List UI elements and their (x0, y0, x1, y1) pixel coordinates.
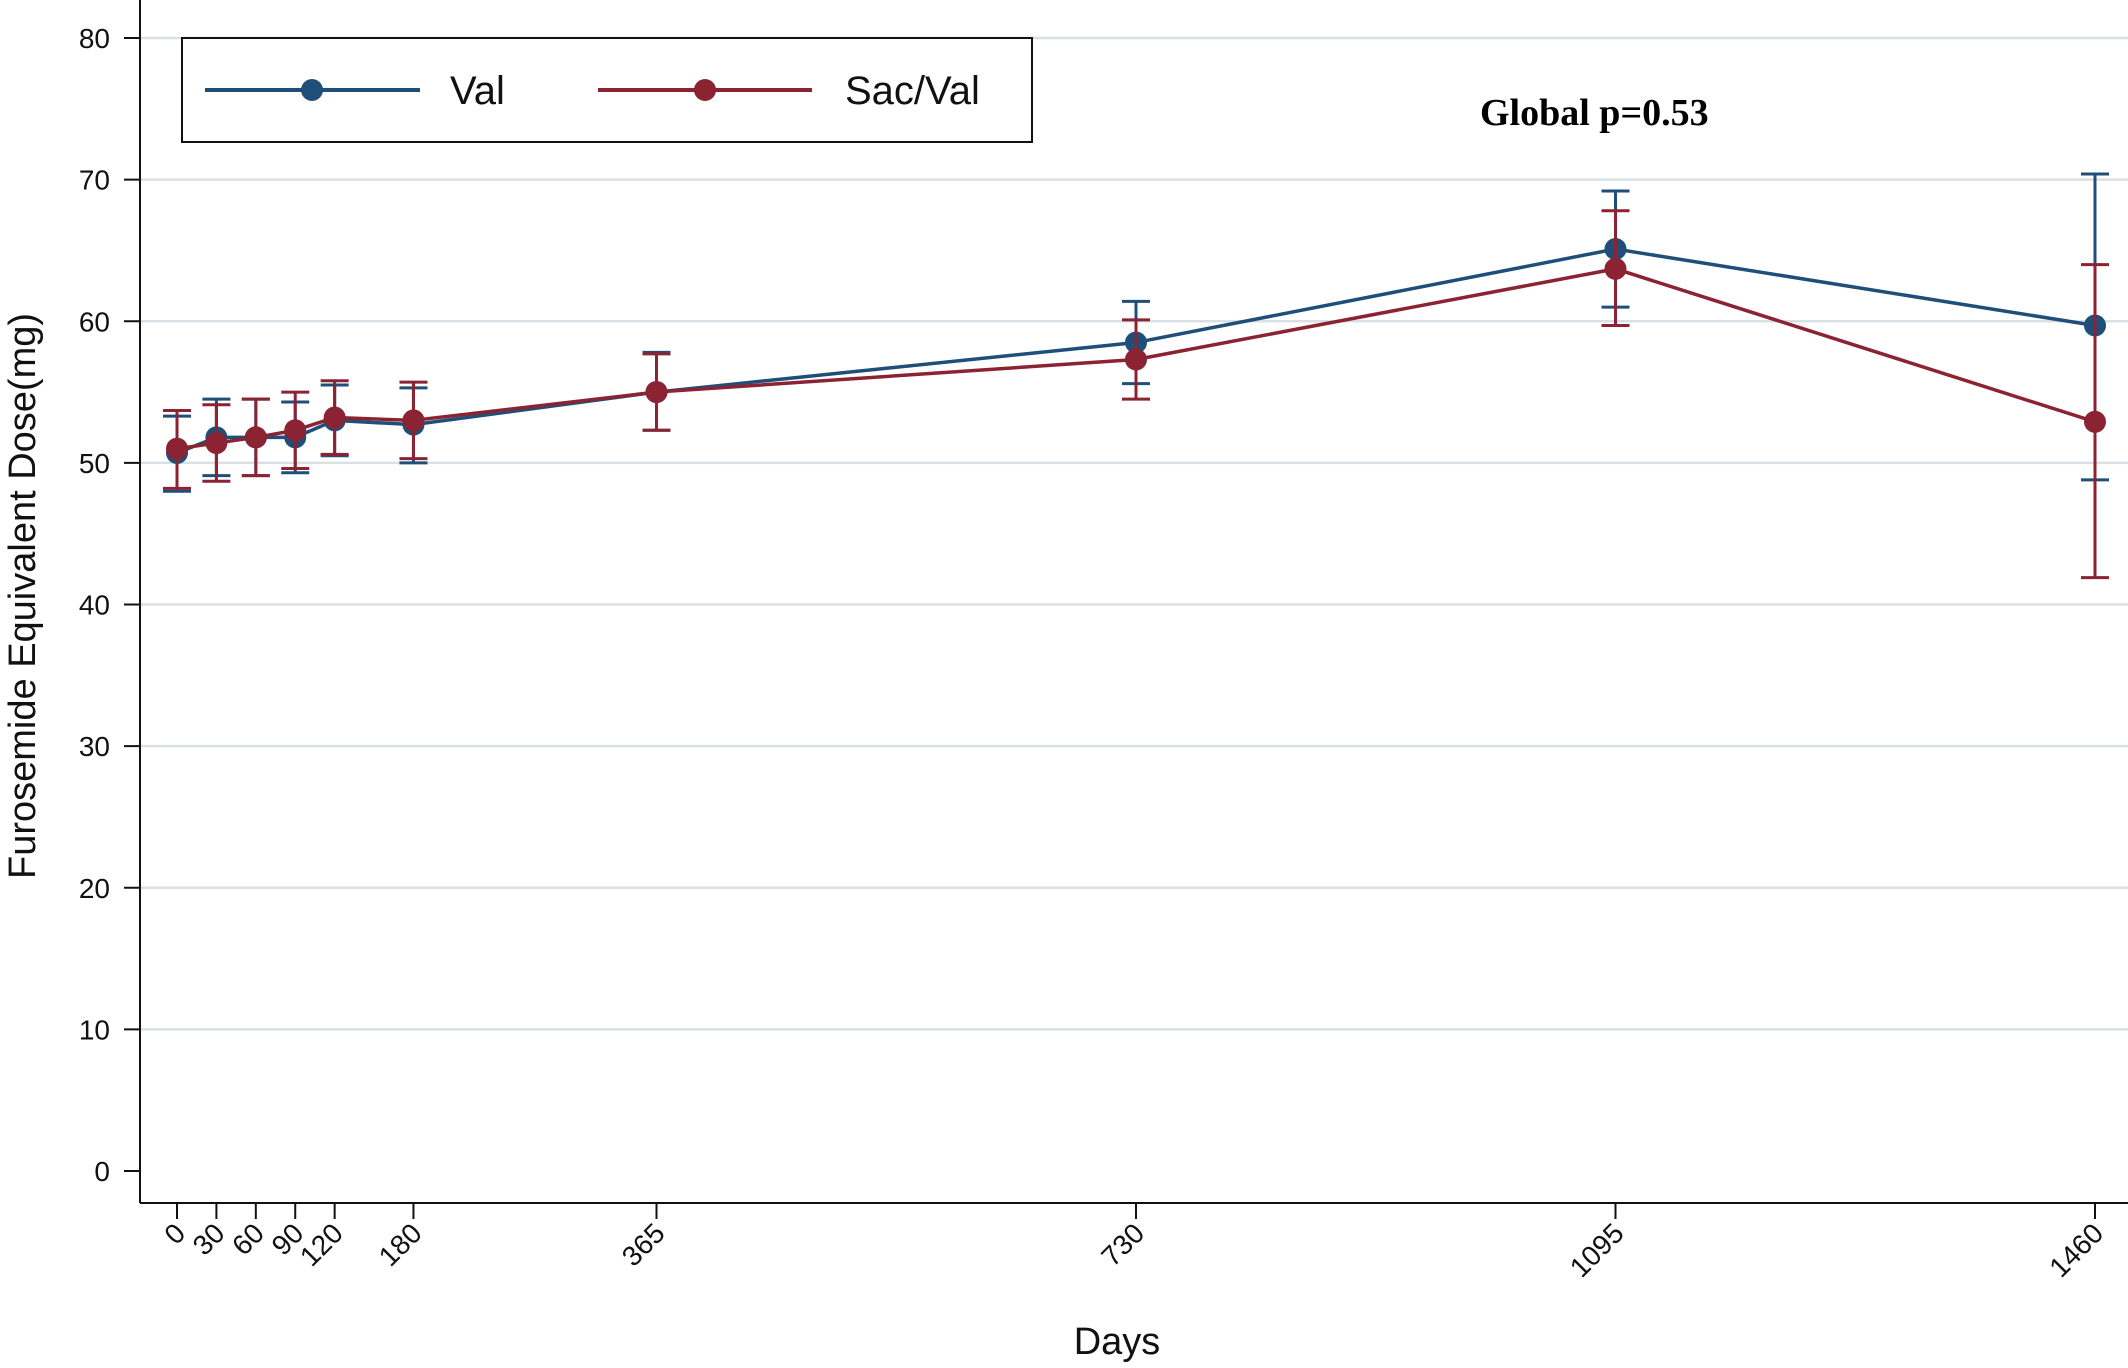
y-tick-label-50: 50 (79, 448, 110, 479)
x-tick-label-1095: 1095 (1564, 1217, 1630, 1283)
x-tick-label-120: 120 (294, 1217, 349, 1272)
data-point-365 (645, 381, 668, 404)
y-tick-label-80: 80 (79, 23, 110, 54)
y-tick-label-20: 20 (79, 873, 110, 904)
data-point-0 (166, 437, 188, 460)
legend: Val Sac/Val (181, 37, 1033, 143)
legend-marker-val (301, 79, 323, 101)
series-layer (163, 172, 2109, 580)
y-tick-label-10: 10 (79, 1014, 110, 1045)
data-point-730 (1125, 348, 1147, 371)
legend-label-sacval: Sac/Val (845, 69, 980, 113)
data-point-30 (205, 432, 228, 455)
gridlines (140, 36, 2128, 1031)
x-tick-label-60: 60 (226, 1217, 270, 1261)
legend-label-val: Val (450, 69, 505, 113)
data-point-60 (244, 426, 267, 449)
x-tick-label-730: 730 (1095, 1217, 1150, 1272)
data-point-1095 (1604, 257, 1627, 280)
x-tick-label-30: 30 (187, 1217, 231, 1261)
data-point-180 (402, 409, 425, 432)
y-tick-label-40: 40 (79, 590, 110, 621)
y-tick-label-60: 60 (79, 306, 110, 337)
data-point-120 (323, 406, 346, 429)
series-line (176, 247, 2096, 455)
series-sacval (163, 209, 2109, 580)
data-point-1460 (2084, 410, 2106, 433)
y-tick-label-70: 70 (79, 165, 110, 196)
series-line (176, 267, 2096, 451)
annotation-global-p: Global p=0.53 (1480, 92, 1709, 134)
legend-marker-sacval (694, 79, 716, 101)
y-tick-label-30: 30 (79, 731, 110, 762)
x-tick-label-0: 0 (158, 1217, 191, 1250)
data-point-90 (284, 419, 307, 442)
x-axis-title: Days (1074, 1321, 1161, 1363)
x-tick-label-1460: 1460 (2043, 1217, 2109, 1283)
y-axis-title: Furosemide Equivalent Dose(mg) (2, 313, 44, 879)
x-tick-label-365: 365 (616, 1217, 671, 1272)
x-tick-label-180: 180 (373, 1217, 428, 1272)
y-tick-label-0: 0 (94, 1156, 110, 1187)
